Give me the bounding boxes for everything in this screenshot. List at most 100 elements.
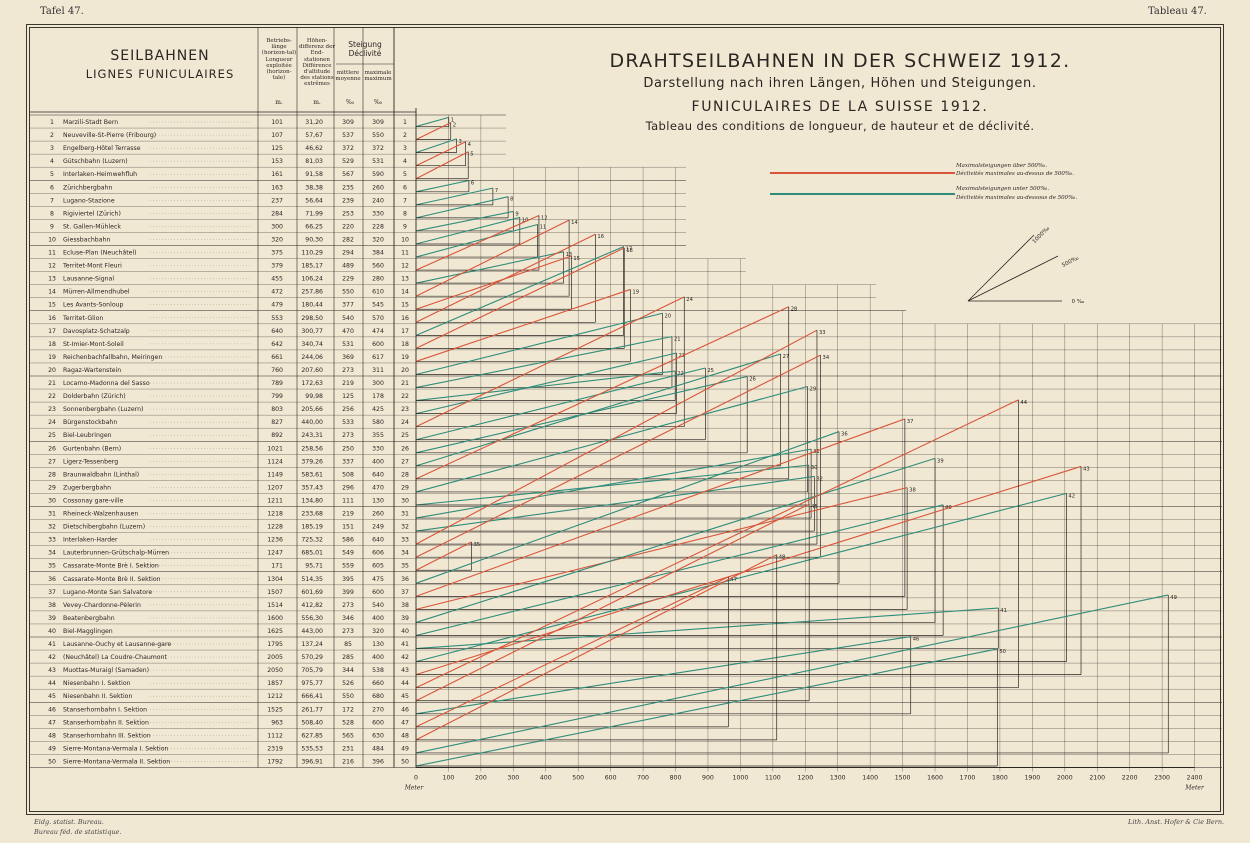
length-value: 107 bbox=[271, 132, 283, 139]
profile-label-38: 38 bbox=[909, 488, 916, 494]
x-tick-label: 100 bbox=[443, 775, 455, 782]
x-axis-label-right: Meter bbox=[1184, 785, 1205, 792]
mean-gradient-value: 531 bbox=[342, 341, 354, 348]
max-gradient-value: 540 bbox=[372, 602, 384, 609]
chart-subtitle-fr: Tableau des conditions de longueur, de h… bbox=[645, 119, 1035, 133]
line-name: Bürgenstockbahn bbox=[63, 419, 117, 426]
angle-key-label-500: 500‰ bbox=[1061, 255, 1080, 269]
x-tick-label: 0 bbox=[414, 775, 418, 782]
row-number: 40 bbox=[48, 628, 56, 635]
profile-line-32 bbox=[415, 475, 815, 532]
row-number: 25 bbox=[48, 432, 56, 439]
legend-red-swatch bbox=[770, 172, 955, 174]
height-value: 440,00 bbox=[301, 419, 323, 426]
profile-label-9: 9 bbox=[515, 211, 518, 217]
profile-line-9 bbox=[415, 210, 514, 232]
height-value: 66,25 bbox=[305, 223, 323, 230]
row-number: 8 bbox=[50, 210, 54, 217]
max-gradient-value: 531 bbox=[372, 158, 384, 165]
row-number: 45 bbox=[48, 693, 56, 700]
mean-gradient-value: 309 bbox=[342, 119, 354, 126]
line-name: St. Gallen-Mühleck bbox=[63, 223, 121, 230]
mean-gradient-value: 125 bbox=[342, 393, 354, 400]
x-tick-label: 1100 bbox=[765, 775, 781, 782]
height-value: 31,20 bbox=[305, 119, 323, 126]
mean-gradient-value: 372 bbox=[342, 145, 354, 152]
profile-line-3 bbox=[415, 138, 457, 154]
profile-line-12 bbox=[415, 214, 540, 271]
line-name: Giessbachbahn bbox=[63, 236, 110, 243]
length-value: 553 bbox=[271, 315, 283, 322]
profile-label-27: 27 bbox=[783, 354, 790, 360]
row-number-right: 22 bbox=[401, 393, 409, 400]
length-value: 1304 bbox=[267, 576, 283, 583]
mean-gradient-value: 111 bbox=[342, 497, 354, 504]
row-number-right: 29 bbox=[401, 484, 409, 491]
length-value: 1212 bbox=[267, 693, 283, 700]
row-number: 30 bbox=[48, 497, 56, 504]
profile-line-16 bbox=[415, 233, 596, 323]
footer-left-1: Eidg. statist. Bureau. bbox=[34, 818, 104, 826]
max-gradient-value: 425 bbox=[372, 406, 384, 413]
max-gradient-value: 178 bbox=[372, 393, 384, 400]
x-tick-label: 2000 bbox=[1057, 775, 1073, 782]
length-value: 163 bbox=[271, 184, 283, 191]
left-title-fr: LIGNES FUNICULAIRES bbox=[85, 67, 235, 81]
length-value: 300 bbox=[271, 223, 283, 230]
length-value: 1795 bbox=[267, 641, 283, 648]
height-value: 725,32 bbox=[301, 537, 323, 544]
max-gradient-value: 600 bbox=[372, 341, 384, 348]
line-name: Interlaken-Heimwehfluh bbox=[63, 171, 137, 178]
height-value: 583,61 bbox=[301, 471, 323, 478]
height-value: 134,80 bbox=[301, 497, 323, 504]
mean-gradient-value: 151 bbox=[342, 524, 354, 531]
profile-line-38 bbox=[415, 487, 908, 610]
row-number-right: 11 bbox=[401, 250, 409, 257]
row-number-right: 46 bbox=[401, 706, 409, 713]
length-value: 1625 bbox=[267, 628, 283, 635]
length-value: 760 bbox=[271, 367, 283, 374]
height-value: 244,06 bbox=[301, 354, 323, 361]
row-number: 22 bbox=[48, 393, 56, 400]
row-number-right: 32 bbox=[401, 524, 409, 531]
outer-frame bbox=[26, 24, 1224, 815]
height-value: 705,79 bbox=[301, 667, 323, 674]
profile-label-45: 45 bbox=[811, 504, 818, 510]
line-name: Biel-Leubringen bbox=[63, 432, 112, 439]
profile-label-7: 7 bbox=[495, 188, 498, 194]
row-number-right: 30 bbox=[401, 497, 409, 504]
row-number: 33 bbox=[48, 537, 56, 544]
profile-label-21: 21 bbox=[674, 337, 681, 343]
row-number-right: 17 bbox=[401, 328, 409, 335]
profile-label-20: 20 bbox=[665, 313, 672, 319]
mean-gradient-value: 586 bbox=[342, 537, 354, 544]
profile-line-46 bbox=[415, 636, 911, 715]
profile-line-23 bbox=[415, 352, 677, 415]
row-number: 47 bbox=[48, 719, 56, 726]
length-value: 1124 bbox=[267, 458, 283, 465]
row-number: 21 bbox=[48, 380, 56, 387]
legend: Maximalsteigungen über 500‰. Déclivités … bbox=[770, 158, 1077, 218]
row-number-right: 37 bbox=[401, 589, 409, 596]
mean-gradient-value: 296 bbox=[342, 484, 354, 491]
angle-key-500 bbox=[967, 255, 1059, 302]
row-number: 50 bbox=[48, 758, 56, 765]
x-tick-label: 1300 bbox=[830, 775, 846, 782]
max-gradient-value: 396 bbox=[372, 758, 384, 765]
row-number-right: 41 bbox=[401, 641, 409, 648]
profile-line-44 bbox=[415, 399, 1019, 689]
line-name: Dietschibergbahn (Luzern) bbox=[63, 524, 145, 531]
profile-label-17: 17 bbox=[626, 247, 633, 253]
title-block: DRAHTSEILBAHNEN IN DER SCHWEIZ 1912. Dar… bbox=[560, 50, 1120, 133]
profile-label-37: 37 bbox=[907, 419, 914, 425]
row-number-right: 5 bbox=[403, 171, 407, 178]
row-number-right: 34 bbox=[401, 550, 409, 557]
row-number-right: 43 bbox=[401, 667, 409, 674]
line-name: Stanserhornbahn I. Sektion bbox=[63, 706, 147, 713]
mean-gradient-value: 489 bbox=[342, 263, 354, 270]
length-value: 101 bbox=[271, 119, 283, 126]
line-name: (Neuchâtel) La Coudre-Chaumont bbox=[63, 653, 168, 661]
line-name: Ecluse-Plan (Neuchâtel) bbox=[63, 249, 137, 257]
length-value: 153 bbox=[271, 158, 283, 165]
plate-number-de: Tafel 47. bbox=[40, 6, 84, 17]
